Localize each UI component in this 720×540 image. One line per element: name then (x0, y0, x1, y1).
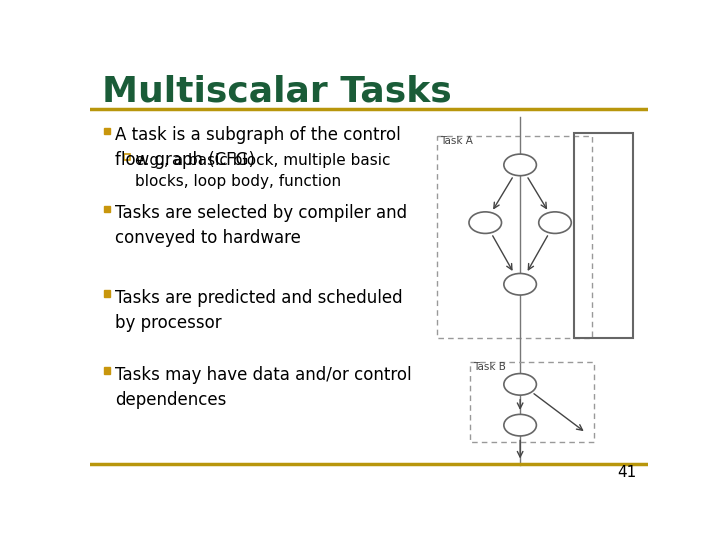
Bar (104, 206, 110, 212)
Ellipse shape (504, 273, 536, 295)
Bar (104, 367, 110, 374)
Text: e.g., a basic block, multiple basic
blocks, loop body, function: e.g., a basic block, multiple basic bloc… (135, 153, 390, 188)
Text: Task A: Task A (441, 137, 473, 146)
Bar (469, 362, 594, 442)
Text: Tasks are selected by compiler and
conveyed to hardware: Tasks are selected by compiler and conve… (114, 204, 407, 247)
Text: Task B: Task B (473, 362, 505, 372)
Ellipse shape (504, 374, 536, 395)
Bar (104, 291, 110, 296)
Ellipse shape (469, 212, 502, 233)
Bar (104, 128, 110, 134)
Ellipse shape (504, 154, 536, 176)
Bar (575, 132, 632, 338)
Text: Tasks may have data and/or control
dependences: Tasks may have data and/or control depen… (114, 366, 411, 409)
Text: Multiscalar Tasks: Multiscalar Tasks (102, 75, 451, 109)
Bar (124, 154, 130, 159)
Ellipse shape (504, 414, 536, 436)
Bar (437, 137, 593, 338)
Ellipse shape (539, 212, 571, 233)
Text: A task is a subgraph of the control
flow graph (CFG): A task is a subgraph of the control flow… (114, 126, 400, 170)
Text: Tasks are predicted and scheduled
by processor: Tasks are predicted and scheduled by pro… (114, 289, 402, 332)
Text: 41: 41 (617, 465, 636, 481)
